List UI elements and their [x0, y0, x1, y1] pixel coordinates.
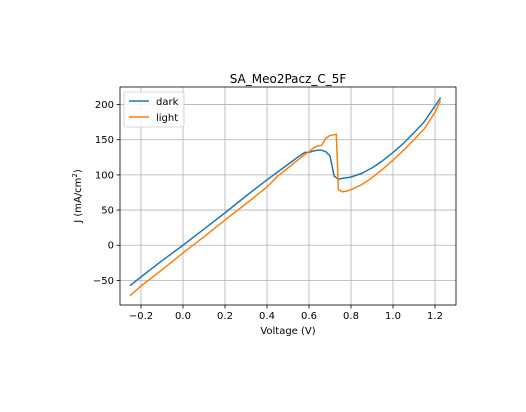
x-tick-label: 1.2: [427, 311, 443, 322]
legend-label-dark: dark: [156, 97, 179, 108]
y-tick-label: 150: [95, 135, 114, 146]
y-axis-label: J (mA/cm2): [71, 169, 84, 224]
x-tick-label: 1.0: [385, 311, 401, 322]
y-axis-label-superscript: 2: [71, 173, 79, 177]
axis-ticks: −0.2 0.0 0.2 0.4 0.6 0.8 1.0 1.2 −50 0 50 100 150 200: [93, 100, 443, 322]
y-tick-label: 0: [108, 241, 114, 252]
x-tick-label: 0.4: [259, 311, 275, 322]
chart-title: SA_Meo2Pacz_C_5F: [230, 72, 347, 86]
y-tick-label: 100: [95, 170, 114, 181]
y-tick-label: 200: [95, 100, 114, 111]
x-tick-label: 0.6: [301, 311, 317, 322]
legend: dark light: [123, 91, 185, 128]
plot-frame: [119, 86, 457, 306]
y-axis-label-end: ): [73, 169, 84, 173]
series-line-light: [129, 100, 442, 297]
x-tick-label: 0.8: [343, 311, 359, 322]
series-group: [129, 97, 442, 297]
x-tick-label: 0.0: [175, 311, 191, 322]
series-line-dark: [129, 97, 442, 287]
y-tick-label: 50: [101, 206, 114, 217]
y-tick-label: −50: [93, 276, 114, 287]
grid: [120, 87, 456, 305]
x-tick-label: −0.2: [129, 311, 153, 322]
x-tick-label: 0.2: [217, 311, 233, 322]
y-axis-label-base: J (mA/cm: [73, 178, 84, 224]
legend-label-light: light: [156, 113, 178, 124]
x-axis-label: Voltage (V): [260, 326, 315, 337]
